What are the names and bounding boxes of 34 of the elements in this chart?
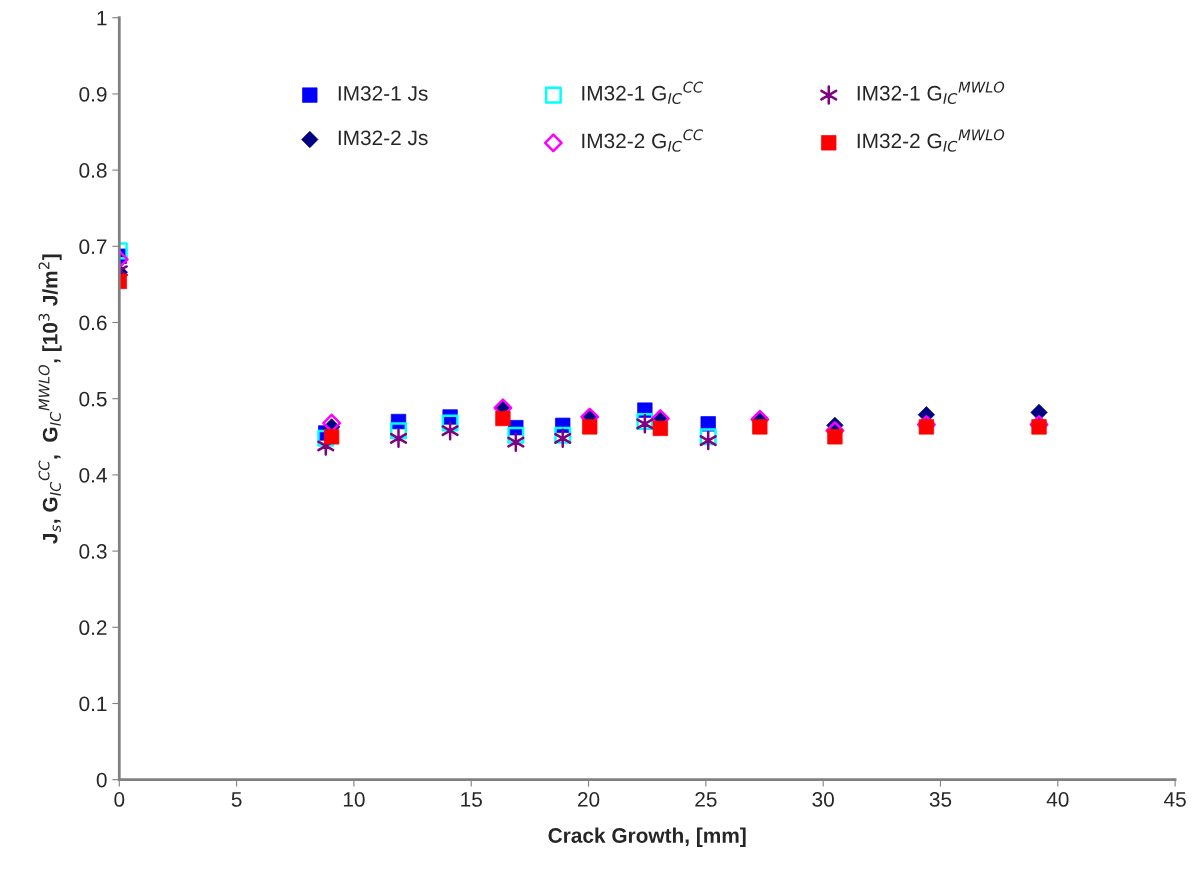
point (699, 428, 717, 446)
x-axis-title: Crack Growth, [mm] (548, 827, 746, 847)
x-tick-label: 20 (578, 792, 600, 807)
y-tick-label: 0 (96, 772, 107, 788)
x-tick-label: 10 (343, 792, 365, 807)
x-tick-label: 45 (1164, 792, 1186, 807)
legend-label: IM32-1 G$_{IC}$$^{CC}$ (582, 81, 704, 105)
x-tick-label: 5 (231, 792, 242, 807)
legend-label: IM32-1 Js (338, 86, 428, 101)
y-tick-label: 0.5 (79, 391, 107, 407)
y-tick-label: 0.3 (79, 544, 107, 559)
point (389, 422, 408, 440)
legend-label: IM32-2 Js (338, 130, 428, 146)
point (317, 429, 335, 447)
y-tick-label: 0.7 (79, 239, 107, 255)
x-tick-label: 0 (114, 792, 125, 807)
legend-label: IM32-2 G$_{IC}$$^{CC}$ (582, 129, 704, 152)
y-tick-label: 0.1 (79, 696, 107, 712)
y-tick-label: 0.6 (79, 315, 107, 331)
x-tick-label: 30 (812, 792, 834, 807)
point (554, 426, 572, 444)
x-tick-label: 25 (695, 792, 717, 807)
text: J$_{s}$, G$_{IC}$$^{CC}$, G$_{IC}$$^{MWLO}$, [10$^{3}$ J/m$^{2}$] (38, 254, 62, 544)
x-tick-label: 15 (461, 792, 482, 807)
y-tick-label: 0.4 (79, 467, 107, 483)
y-tick-label: 0.8 (79, 163, 107, 178)
y-tick-label: 1 (97, 10, 107, 26)
x-tick-label: 40 (1046, 792, 1069, 807)
y-tick-label: 0.2 (79, 620, 107, 636)
legend-label: IM32-2 G$_{IC}$$^{MWLO}$ (857, 129, 1005, 152)
point (507, 426, 525, 444)
y-tick-label: 0.9 (79, 86, 107, 102)
x-tick-label: 35 (929, 792, 952, 807)
point (441, 414, 459, 432)
